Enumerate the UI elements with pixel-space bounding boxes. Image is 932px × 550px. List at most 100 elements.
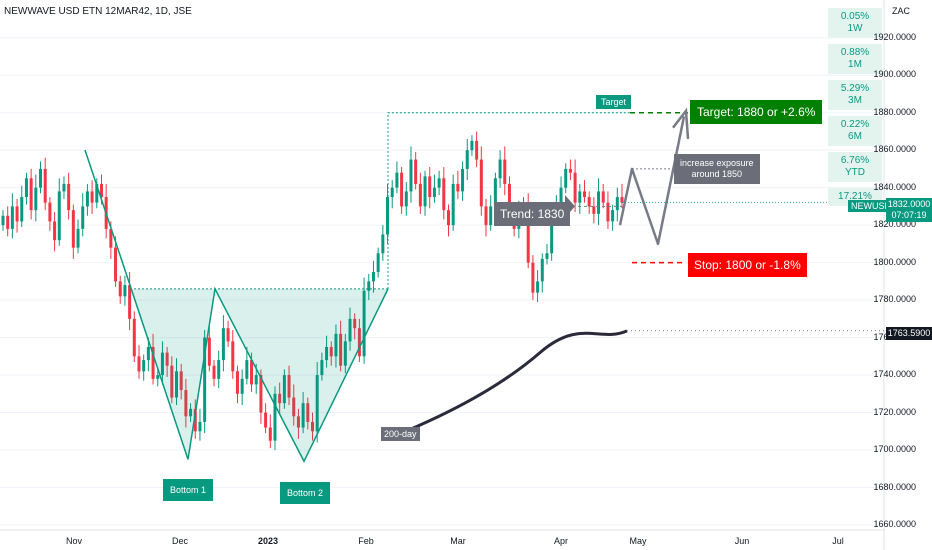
candle-body (564, 168, 568, 188)
performance-value: 0.05% (840, 11, 870, 22)
x-tick-label: Nov (65, 536, 83, 546)
candle-body (484, 206, 488, 226)
candle-body (48, 202, 52, 222)
candle-body (306, 403, 310, 422)
candle-body (493, 178, 497, 207)
x-tick-label: Mar (450, 536, 466, 546)
candle-body (620, 197, 624, 203)
y-tick-label: 1840.0000 (873, 181, 916, 192)
candle-body (212, 365, 216, 379)
performance-cell[interactable]: 0.05% 1W (828, 8, 882, 38)
candle-body (545, 253, 549, 259)
candle-body (531, 262, 535, 293)
candles (1, 131, 624, 451)
bottom-1-label[interactable]: Bottom 1 (163, 479, 214, 501)
ma-200-line (396, 329, 628, 437)
performance-period: 1M (848, 59, 862, 70)
ma-price-badge: 1763.5900 (886, 327, 932, 340)
drawings (84, 107, 884, 463)
candle-body (217, 360, 221, 379)
candle-body (423, 176, 427, 207)
candle-body (15, 206, 19, 222)
candle-body (198, 421, 202, 432)
performance-value: 6.76% (840, 155, 870, 166)
last-price: 1832.0000 (887, 199, 931, 209)
candle-body (62, 183, 66, 192)
candle-body (170, 365, 174, 398)
candle-body (568, 168, 572, 173)
candle-body (268, 427, 272, 441)
candle-body (320, 360, 324, 376)
candle-body (43, 168, 47, 203)
candle-body (442, 178, 446, 211)
candle-body (132, 318, 136, 357)
x-tick-label: 2023 (257, 536, 279, 546)
performance-value: 0.22% (840, 119, 870, 130)
symbol-badge: NEWUSD (848, 200, 894, 212)
performance-cell[interactable]: 0.88% 1M (828, 44, 882, 74)
trend-label[interactable]: Trend: 1830 (494, 202, 571, 226)
target-projection (387, 112, 630, 289)
candle-body (582, 191, 586, 198)
candle-body (470, 140, 474, 151)
candle-body (550, 215, 554, 254)
ma-200-label[interactable]: 200-day (381, 427, 420, 441)
candle-body (432, 187, 436, 198)
exposure-label[interactable]: increase exposure around 1850 (674, 154, 760, 184)
candle-body (456, 183, 460, 192)
candle-body (381, 234, 385, 254)
y-tick-label: 1920.0000 (873, 31, 916, 42)
candle-body (362, 290, 366, 357)
target-label[interactable]: Target: 1880 or +2.6% (690, 100, 823, 124)
y-tick-label: 1880.0000 (873, 106, 916, 117)
last-price-badge: 1832.0000 07:07:19 (886, 198, 932, 222)
stop-label[interactable]: Stop: 1800 or -1.8% (688, 253, 807, 277)
candle-body (39, 168, 43, 188)
y-tick-label: 1720.0000 (873, 406, 916, 417)
performance-period: 3M (848, 95, 862, 106)
candle-body (573, 172, 577, 203)
x-tick-label: Jun (734, 536, 750, 546)
candle-body (357, 328, 361, 357)
x-tick-label: Apr (553, 536, 569, 546)
candle-body (179, 371, 183, 391)
candle-body (615, 197, 619, 211)
target-flag[interactable]: Target (596, 95, 632, 109)
candle-body (184, 390, 188, 417)
bar-countdown: 07:07:19 (891, 210, 927, 220)
performance-value: 17.21% (838, 191, 872, 202)
candle-body (498, 159, 502, 179)
y-tick-label: 1860.0000 (873, 144, 916, 155)
candle-body (348, 318, 352, 342)
candle-body (400, 172, 404, 207)
candle-body (221, 328, 225, 361)
x-tick-label: May (629, 536, 647, 546)
candle-body (137, 356, 141, 372)
chart-title: NEWWAVE USD ETN 12MAR42, 1D, JSE (4, 6, 192, 17)
candle-body (301, 403, 305, 428)
candle-body (559, 187, 563, 203)
candle-body (189, 408, 193, 417)
currency-label: ZAC (892, 6, 910, 16)
candle-body (465, 150, 469, 169)
candle-body (503, 159, 507, 184)
candle-body (254, 375, 258, 385)
performance-cell[interactable]: 0.22% 6M (828, 116, 882, 146)
candle-body (489, 206, 493, 226)
candle-body (282, 375, 286, 404)
bottom-2-label[interactable]: Bottom 2 (280, 482, 331, 504)
candle-body (334, 333, 338, 357)
performance-value: 0.88% (840, 47, 870, 58)
y-tick-label: 1800.0000 (873, 256, 916, 267)
candle-body (597, 191, 601, 214)
candle-body (71, 210, 75, 248)
performance-cell[interactable]: 6.76% YTD (828, 152, 882, 182)
candle-body (142, 360, 146, 372)
candle-body (451, 183, 455, 226)
candle-body (85, 191, 89, 207)
candle-body (479, 159, 483, 207)
performance-cell[interactable]: 5.29% 3M (828, 80, 882, 110)
candle-body (264, 412, 268, 428)
candle-body (231, 341, 235, 372)
